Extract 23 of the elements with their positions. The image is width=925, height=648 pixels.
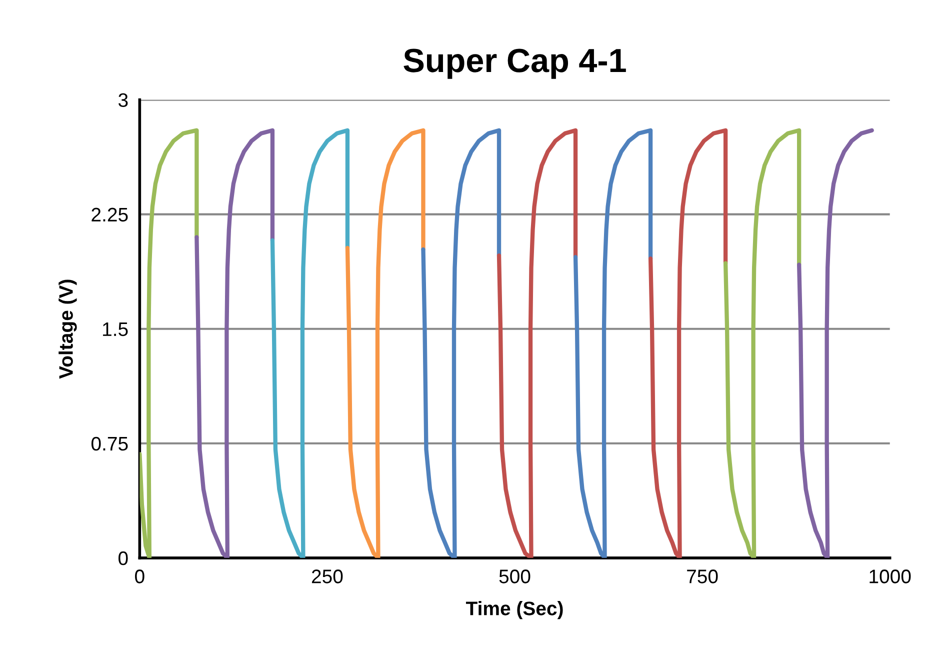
x-tick-label: 250 <box>312 570 343 584</box>
line-series <box>345 128 426 558</box>
line-series <box>421 128 502 558</box>
line-series <box>270 128 350 558</box>
line-series <box>573 128 653 558</box>
line-series <box>496 128 578 558</box>
y-axis-title: Voltage (V) <box>58 280 77 379</box>
line-series <box>648 128 728 558</box>
x-tick-label: 750 <box>687 570 718 584</box>
line-series <box>723 128 802 558</box>
y-tick-label: 2.25 <box>92 208 128 222</box>
line-series <box>796 128 874 558</box>
chart-title: Super Cap 4-1 <box>404 48 626 79</box>
y-tick-label: 1.5 <box>103 322 128 336</box>
line-series <box>140 128 199 558</box>
x-tick-label: 1000 <box>870 570 911 584</box>
y-tick-label: 0.75 <box>91 436 128 451</box>
y-tick-label: 3 <box>118 93 128 108</box>
y-tick-label: 0 <box>118 551 128 566</box>
x-tick-label: 0 <box>135 570 144 584</box>
x-axis-title: Time (Sec) <box>466 601 563 620</box>
x-tick-label: 500 <box>499 570 530 584</box>
line-series <box>194 128 275 558</box>
